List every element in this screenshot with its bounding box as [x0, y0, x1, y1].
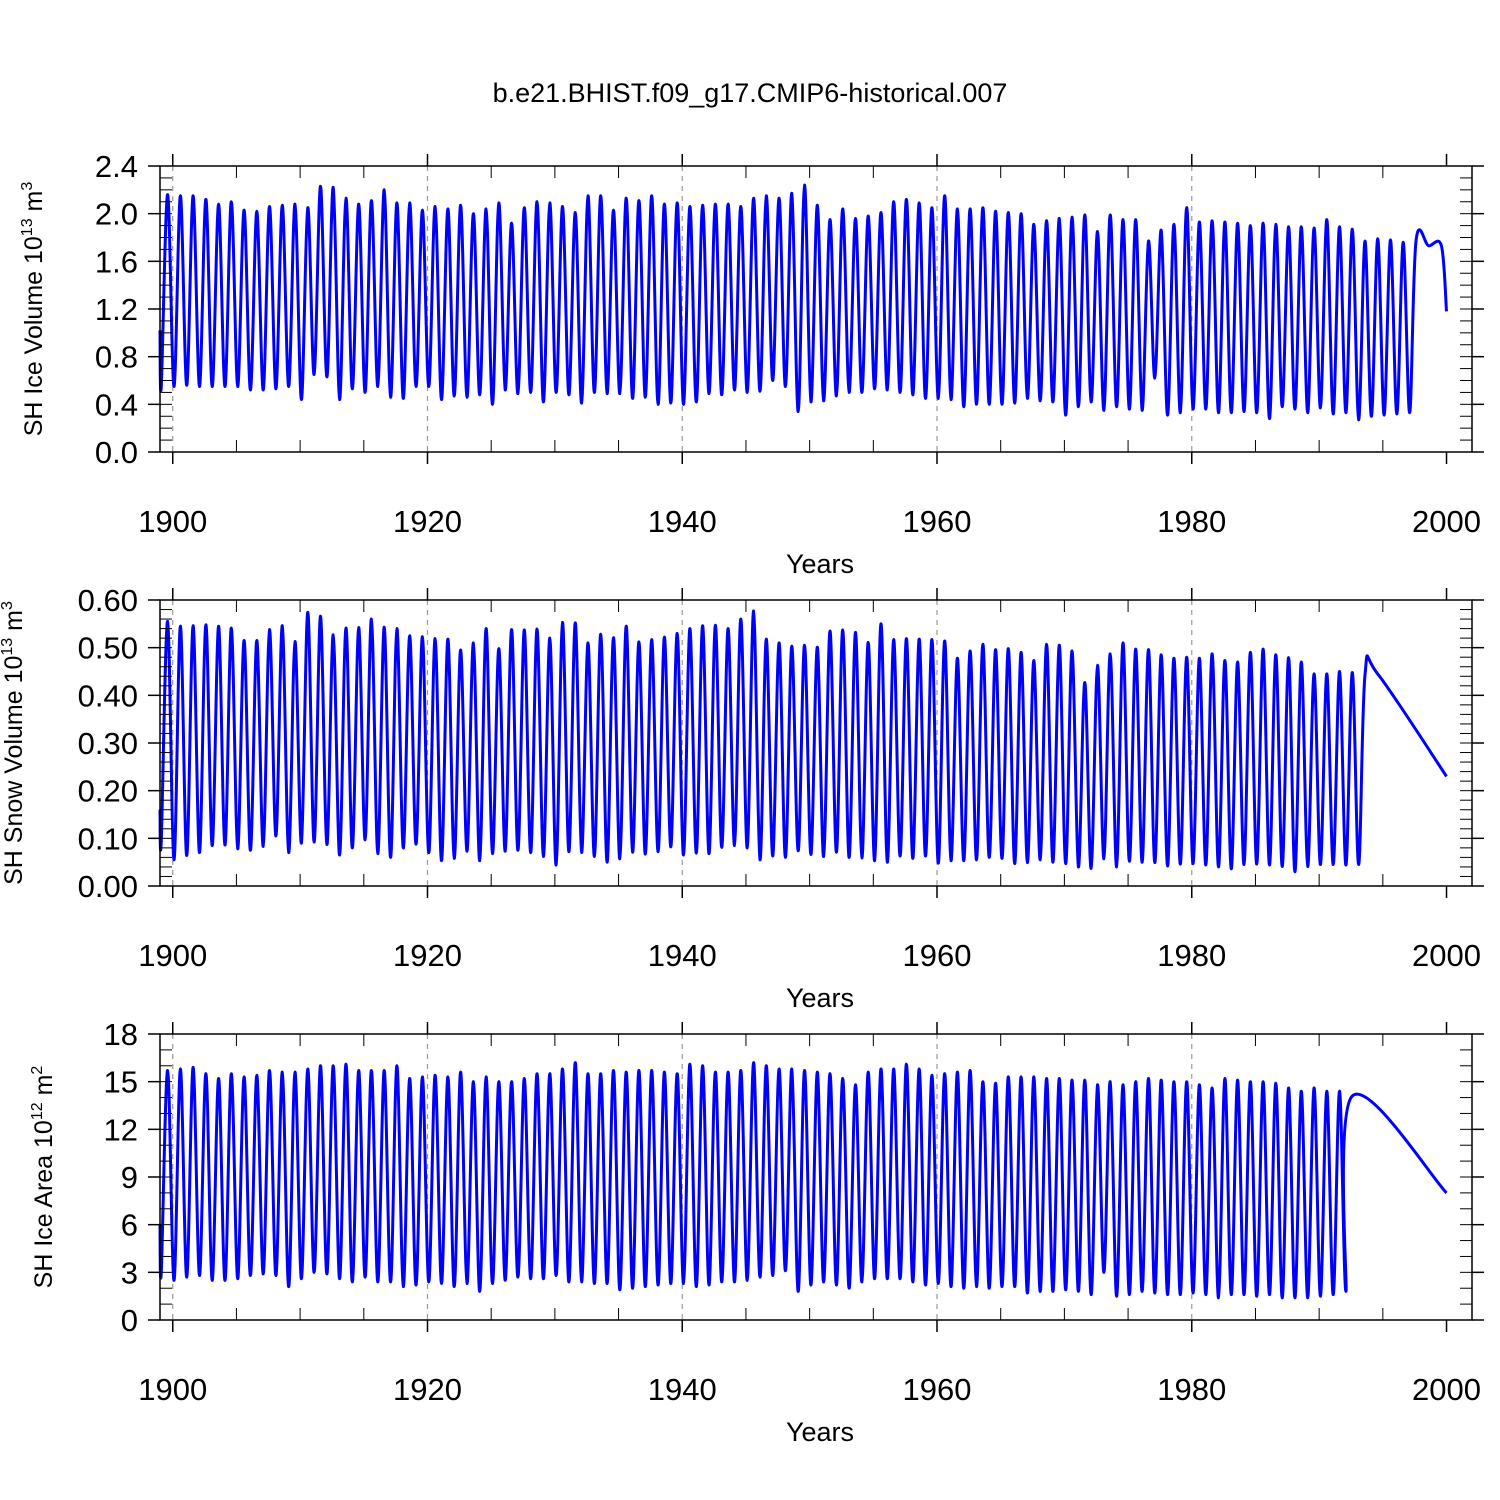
- y-axis-label-exponent: 13: [19, 218, 36, 236]
- x-tick-label: 1900: [138, 1372, 207, 1407]
- y-tick-label: 1.6: [95, 244, 138, 279]
- y-tick-label: 0.00: [78, 869, 138, 904]
- y-tick-label: 12: [104, 1112, 138, 1147]
- x-tick-label: 1900: [138, 504, 207, 539]
- y-axis-label-prefix: SH Ice Area 10: [30, 1120, 58, 1288]
- y-tick-label: 1.2: [95, 292, 138, 327]
- series-line: [158, 183, 1448, 422]
- y-axis-label-exponent: 13: [0, 638, 16, 656]
- x-axis-label: Years: [786, 549, 854, 579]
- x-tick-label: 1980: [1157, 1372, 1226, 1407]
- x-tick-label: 2000: [1412, 504, 1481, 539]
- x-tick-label: 1960: [903, 1372, 972, 1407]
- y-axis-label-prefix: SH Snow Volume 10: [0, 656, 28, 885]
- x-tick-label: 1980: [1157, 938, 1226, 973]
- y-axis-label-exponent: 12: [29, 1102, 46, 1120]
- y-tick-label: 0.50: [78, 631, 138, 666]
- y-tick-label: 0.60: [78, 583, 138, 618]
- x-tick-label: 1920: [393, 504, 462, 539]
- y-tick-label: 9: [121, 1160, 138, 1195]
- y-axis-label-unit-exponent: 2: [29, 1066, 46, 1075]
- x-axis-label: Years: [786, 1417, 854, 1447]
- y-tick-label: 0.8: [95, 340, 138, 375]
- x-tick-label: 1920: [393, 1372, 462, 1407]
- y-tick-label: 0.4: [95, 387, 138, 422]
- y-tick-label: 2.4: [95, 149, 138, 184]
- y-axis-label: SH Snow Volume 1013 m3: [0, 601, 28, 885]
- panel-2: 0.00 0.10 0.20 0.30 0.40 0.50 0.60 1900 1920 1940…: [0, 583, 1484, 1013]
- y-tick-label: 0.0: [95, 435, 138, 470]
- x-tick-label: 1940: [648, 1372, 717, 1407]
- y-tick-label: 0.20: [78, 774, 138, 809]
- x-tick-label: 1960: [903, 938, 972, 973]
- y-tick-label: 15: [104, 1065, 138, 1100]
- series-line: [158, 1061, 1448, 1300]
- x-tick-label: 1900: [138, 938, 207, 973]
- y-tick-label: 0: [121, 1303, 138, 1338]
- y-axis-label-unit: m: [0, 610, 28, 638]
- x-axis-label: Years: [786, 983, 854, 1013]
- y-axis-label-unit-exponent: 3: [0, 601, 16, 610]
- y-tick-label: 18: [104, 1017, 138, 1052]
- panel-3: 0 3 6 9 12 15 18 1900 1920 1940 1960 1980 2000 Years S…: [29, 1017, 1484, 1447]
- x-tick-label: 1940: [648, 504, 717, 539]
- series-line: [158, 609, 1448, 874]
- y-tick-label: 2.0: [95, 197, 138, 232]
- y-axis-label-unit: m: [30, 1075, 58, 1103]
- y-axis-label-unit-exponent: 3: [19, 182, 36, 191]
- x-tick-label: 2000: [1412, 938, 1481, 973]
- x-tick-label: 1960: [903, 504, 972, 539]
- chart-title: b.e21.BHIST.f09_g17.CMIP6-historical.007: [493, 78, 1008, 108]
- y-tick-label: 3: [121, 1255, 138, 1290]
- y-tick-label: 0.30: [78, 726, 138, 761]
- x-tick-label: 1980: [1157, 504, 1226, 539]
- y-axis-label-prefix: SH Ice Volume 10: [20, 236, 48, 436]
- y-axis-label: SH Ice Area 1012 m2: [29, 1066, 58, 1289]
- y-axis-label-unit: m: [20, 191, 48, 219]
- y-tick-label: 0.10: [78, 821, 138, 856]
- panel-1: 0.0 0.4 0.8 1.2 1.6 2.0 2.4 1900 1920 1940 1960 198…: [19, 149, 1484, 579]
- x-tick-label: 1940: [648, 938, 717, 973]
- y-axis-label: SH Ice Volume 1013 m3: [19, 182, 48, 437]
- y-tick-label: 6: [121, 1208, 138, 1243]
- y-tick-label: 0.40: [78, 678, 138, 713]
- x-tick-label: 2000: [1412, 1372, 1481, 1407]
- x-tick-label: 1920: [393, 938, 462, 973]
